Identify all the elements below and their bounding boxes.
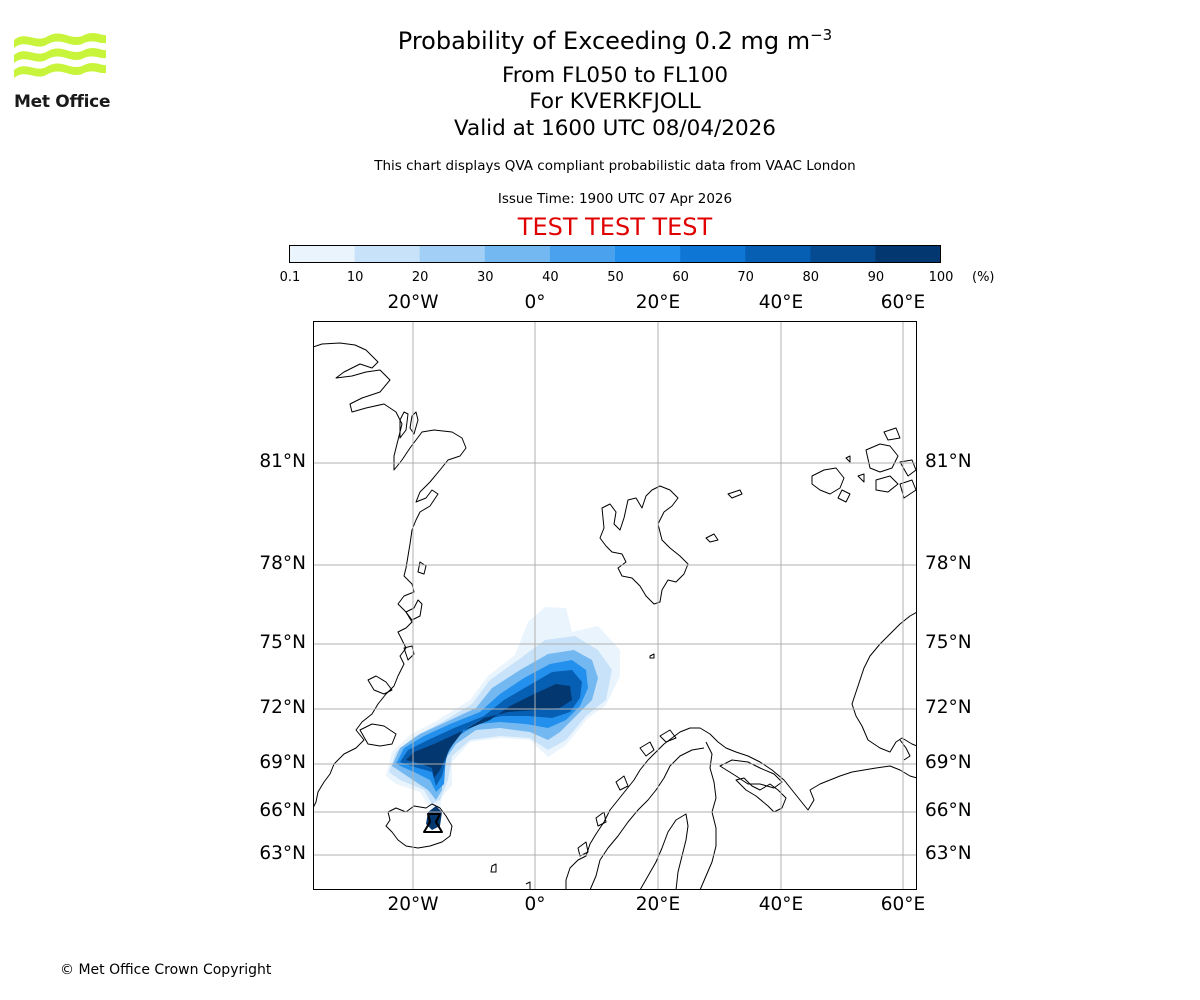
longitude-label: 40°E [758,292,804,313]
greenland-east-coast-3 [359,723,397,747]
graticule [313,321,917,890]
norway-islands-4 [595,811,607,827]
chart-title: Probability of Exceeding 0.2 mg m−3 [0,26,1200,55]
longitude-label: 60°E [880,292,926,313]
level-range: From FL050 to FL100 [501,63,729,88]
latitude-label-left: 66°N [259,800,306,821]
svalbard-island-1 [705,533,719,543]
franz-josef-land-9 [845,455,851,463]
issue-time: Issue Time: 1900 UTC 07 Apr 2026 [497,191,733,207]
scandinavia-coast [565,727,917,890]
title-superscript: −3 [810,26,833,44]
norway-islands-3 [615,775,629,791]
svalbard-coast [599,485,689,605]
kverkfjoll-marker [423,813,443,833]
colorbar-tick-label: 80 [802,270,820,285]
colorbar-cell [289,245,355,263]
test-banner: TEST TEST TEST [517,213,713,241]
longitude-label: 40°E [758,894,804,915]
ash-plume [386,607,620,830]
svalbard-island-2 [727,489,743,499]
colorbar-tick-label: 30 [477,270,494,285]
franz-josef-land-3 [875,475,899,493]
bear-island [649,653,655,659]
greenland-north-coast [313,342,467,809]
latitude-label-left: 72°N [259,697,306,718]
franz-josef-land-8 [883,427,901,441]
kola-peninsula [719,759,783,789]
colorbar-cell [354,245,420,263]
greenland-east-coast-2 [367,675,393,695]
white-sea-coast [735,777,787,813]
longitude-label: 20°W [387,894,439,915]
norway-islands-2 [659,729,677,743]
longitude-label: 0° [524,292,546,313]
map-panel [313,321,917,890]
faroe-islands [490,863,497,873]
franz-josef-land-7 [857,473,865,483]
latitude-label-left: 69°N [259,752,306,773]
latitude-label-right: 66°N [925,800,972,821]
title-text: Probability of Exceeding 0.2 mg m [397,27,811,55]
longitude-label: 0° [524,894,546,915]
colorbar-tick-label: 50 [607,270,624,285]
disclaimer-text: This chart displays QVA compliant probab… [374,158,856,174]
met-office-logo [14,30,108,92]
latitude-label-left: 81°N [259,451,306,472]
franz-josef-land-2 [865,443,899,473]
latitude-label-left: 75°N [259,632,306,653]
colorbar-cell [875,245,941,263]
map-border [313,321,917,890]
met-office-waves-icon [14,32,106,78]
latitude-label-right: 78°N [925,553,972,574]
colorbar-cell [484,245,551,263]
greenland-east-coast-4 [403,645,415,661]
norway-islands [639,741,655,757]
colorbar-unit: (%) [972,270,995,285]
franz-josef-land-6 [837,489,851,503]
norway-islands-5 [577,841,589,857]
colorbar-cell [549,245,616,263]
colorbar-cell [615,245,681,263]
latitude-label-right: 69°N [925,752,972,773]
greenland-fjord [405,599,423,621]
longitude-label: 20°E [635,894,681,915]
plume-80-100 [406,684,572,778]
volcano-name: For KVERKFJOLL [529,89,701,114]
novaya-zemlya [851,611,917,753]
colorbar-tick-label: 90 [867,270,885,285]
colorbar-tick-label: 70 [737,270,754,285]
latitude-label-left: 63°N [259,843,306,864]
colorbar-tick-label: 10 [346,270,364,285]
greenland-island-2 [399,411,409,439]
colorbar-cell [745,245,811,263]
colorbar-tick-label: 60 [672,270,689,285]
colorbar-cell [810,245,876,263]
shetland [525,881,531,890]
copyright-text: © Met Office Crown Copyright [60,962,272,978]
latitude-label-right: 81°N [925,451,972,472]
colorbar-tick-label: 20 [411,270,429,285]
colorbar-tick-label: 100 [928,270,954,285]
latitude-label-right: 63°N [925,843,972,864]
latitude-label-right: 75°N [925,632,972,653]
bothnia-coast [639,813,689,890]
latitude-label-left: 78°N [259,553,306,574]
greenland-island-1 [409,411,419,435]
longitude-label: 20°W [387,292,439,313]
iceland-coast [385,803,453,849]
latitude-label-right: 72°N [925,697,972,718]
sweden-norway-border [589,747,705,890]
logo-text: Met Office [14,92,111,112]
longitude-label: 60°E [880,894,926,915]
colorbar-tick-label: 40 [542,270,559,285]
franz-josef-land-1 [811,467,845,495]
colorbar-cell [680,245,746,263]
colorbar-cell [419,245,486,263]
colorbar [289,245,941,263]
valid-time: Valid at 1600 UTC 08/04/2026 [453,116,776,141]
colorbar-tick-label: 0.1 [279,270,301,285]
longitude-label: 20°E [635,292,681,313]
